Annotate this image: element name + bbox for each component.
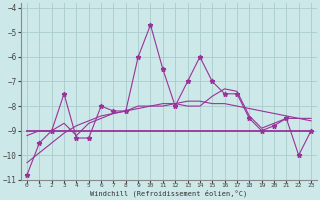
X-axis label: Windchill (Refroidissement éolien,°C): Windchill (Refroidissement éolien,°C) bbox=[90, 190, 248, 197]
